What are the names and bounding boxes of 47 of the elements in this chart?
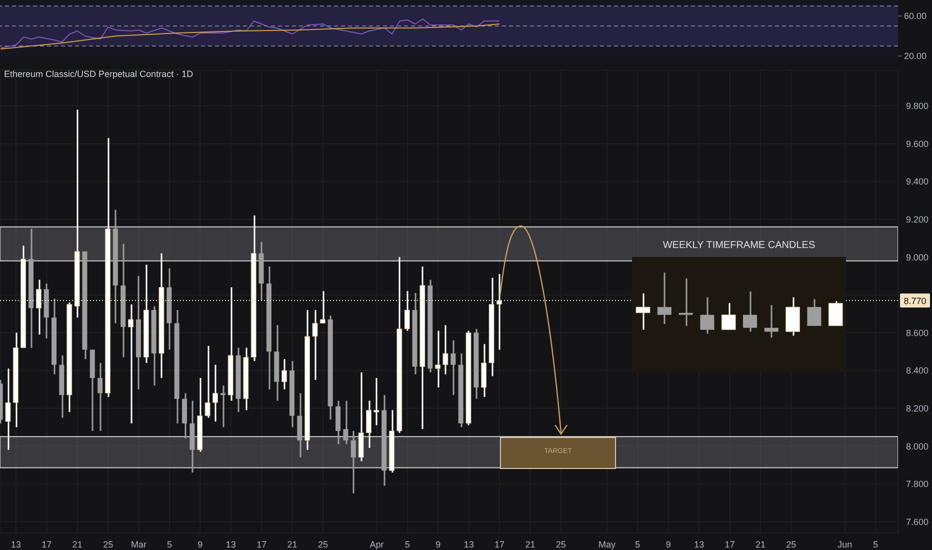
chart-title: WEEKLY TIMEFRAME CANDLES — [662, 240, 816, 251]
candlestick — [128, 304, 134, 424]
y-tick-label: 9.000 — [906, 252, 929, 262]
x-tick-label: 5 — [404, 539, 410, 550]
y-tick-label: 8.000 — [906, 441, 929, 452]
x-tick-label: 21 — [525, 539, 536, 550]
ref-line-label: 8.770 — [904, 296, 926, 306]
x-tick-label: 25 — [786, 539, 796, 550]
y-tick-label: 8.600 — [906, 328, 929, 338]
chart-title: Ethereum Classic/USD Perpetual Contract · 1D — [4, 69, 194, 79]
candlestick — [220, 386, 226, 428]
x-tick-label: 13 — [10, 539, 21, 550]
x-tick-label: 17 — [724, 539, 735, 550]
y-tick-label: 9.200 — [906, 214, 929, 224]
x-tick-label: 17 — [42, 539, 52, 550]
y-tick-label: 7.800 — [906, 479, 929, 490]
x-tick-label: 5 — [166, 539, 172, 550]
x-tick-label: 21 — [287, 539, 298, 550]
candlestick — [435, 330, 440, 388]
y-tick-label: 7.600 — [906, 516, 929, 527]
y-tick-label: 60.00 — [904, 11, 927, 22]
x-tick-label: 13 — [226, 539, 236, 550]
y-tick-label: 20.00 — [904, 51, 927, 62]
x-tick-label: 25 — [556, 539, 566, 550]
y-tick-label: 9.800 — [906, 101, 929, 112]
x-tick-label: 17 — [494, 539, 505, 550]
x-tick-label: 5 — [635, 539, 640, 550]
candlestick — [678, 278, 693, 326]
y-tick-label: 8.400 — [906, 366, 929, 376]
x-tick-label: 13 — [694, 539, 704, 550]
x-tick-label: 17 — [256, 539, 267, 550]
x-tick-label: 21 — [755, 539, 766, 550]
x-tick-label: 9 — [666, 539, 671, 550]
x-tick-label: 9 — [198, 539, 203, 550]
x-tick-label: 21 — [72, 539, 82, 550]
y-tick-label: 9.400 — [906, 176, 929, 187]
x-tick-label: 5 — [873, 539, 878, 550]
x-tick-label: Mar — [131, 539, 147, 550]
x-tick-label: Apr — [370, 539, 384, 550]
x-tick-label: 25 — [103, 539, 114, 550]
y-tick-label: 9.600 — [906, 138, 929, 149]
x-tick-label: May — [598, 539, 616, 550]
x-tick-label: 13 — [464, 539, 474, 550]
x-tick-label: 25 — [318, 539, 328, 550]
x-tick-label: Jun — [838, 539, 852, 550]
x-tick-label: 9 — [436, 539, 441, 550]
y-tick-label: 8.200 — [906, 403, 929, 414]
